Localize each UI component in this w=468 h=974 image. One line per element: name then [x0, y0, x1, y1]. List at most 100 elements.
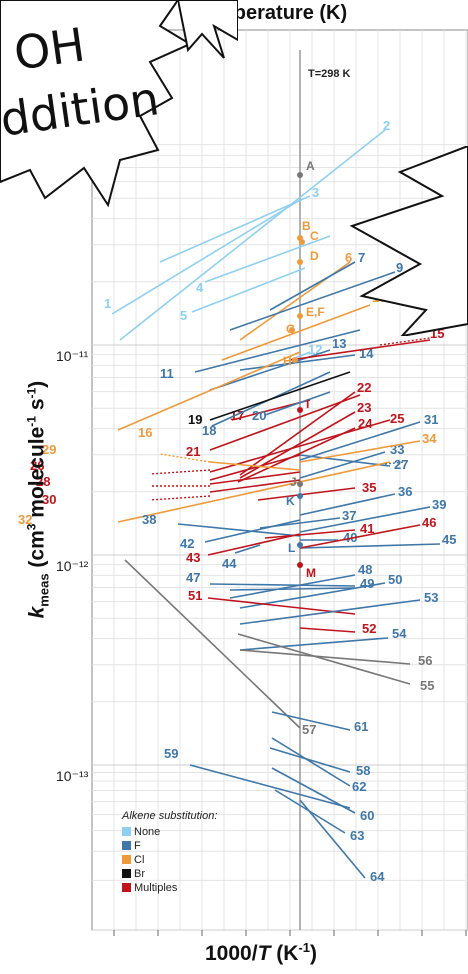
series-line [209, 371, 351, 421]
series-label: 29 [42, 442, 56, 457]
series-label: 21 [186, 444, 200, 459]
series-label: 56 [418, 653, 432, 668]
series-line [299, 440, 421, 463]
series-line [299, 493, 396, 516]
point-label: D [310, 249, 319, 263]
x-axis-title: 1000/T (K-1) [205, 940, 317, 965]
series-line [257, 487, 356, 501]
series-label: 61 [354, 719, 368, 734]
point-label: B [302, 219, 311, 233]
series-line [299, 454, 391, 467]
series-line [204, 235, 331, 283]
series-label: 53 [424, 590, 438, 605]
point-marker [289, 327, 295, 333]
series-line [269, 261, 356, 311]
series-line [209, 479, 301, 493]
series-line [209, 583, 356, 587]
y-tick-label: 10⁻¹¹ [56, 348, 89, 364]
series-label: 43 [186, 550, 200, 565]
legend-swatch [122, 869, 131, 878]
legend-title: Alkene substitution: [122, 810, 218, 822]
legend-swatch [122, 827, 131, 836]
legend-label: Cl [134, 854, 145, 866]
series-line [111, 199, 301, 315]
point-label: A [306, 159, 315, 173]
point-label: I [306, 397, 309, 411]
series-label: 23 [357, 400, 371, 415]
series-label: 36 [398, 484, 412, 499]
series-line [264, 391, 331, 416]
y-axis-title: kmeas (cm3 molecule-1 s-1) [24, 380, 52, 619]
point-label: J [290, 475, 297, 489]
series-label: 22 [357, 380, 371, 395]
series-line [299, 451, 386, 479]
legend-item-multiples: Multiples [122, 882, 177, 894]
point-marker [297, 313, 303, 319]
series-label: 40 [343, 530, 357, 545]
series-label: 26 [30, 458, 44, 473]
series-label: 16 [138, 425, 152, 440]
series-line [191, 267, 306, 313]
series-line [204, 519, 301, 543]
series-line [264, 529, 356, 539]
series-label: 51 [188, 588, 202, 603]
burst-left-text-1: OH [10, 17, 89, 81]
series-label: 39 [432, 497, 446, 512]
point-marker [297, 407, 303, 413]
reference-line-label: T=298 K [308, 68, 351, 80]
series-label: 6 [345, 250, 352, 265]
speech-burst-right [349, 146, 468, 336]
legend-item-br: Br [122, 868, 145, 880]
series-label: 19 [188, 412, 202, 427]
series-line [209, 471, 301, 485]
point-marker [297, 493, 303, 499]
series-label: 27 [394, 457, 408, 472]
series-line [289, 339, 431, 361]
series-label: 59 [164, 746, 178, 761]
series-line [299, 421, 421, 461]
point-label: G [286, 322, 295, 336]
series-label: 38 [142, 512, 156, 527]
series-label: 1 [104, 296, 111, 311]
legend-swatch [122, 855, 131, 864]
series-line [237, 427, 356, 483]
point-label: L [288, 541, 295, 555]
series-label: 18 [202, 423, 216, 438]
legend-label: Multiples [134, 882, 178, 894]
series-line [177, 523, 301, 537]
legend-item-cl: Cl [122, 854, 144, 866]
series-line [229, 587, 356, 591]
series-line [271, 767, 356, 814]
series-label: 34 [422, 431, 437, 446]
series-label: 41 [360, 521, 374, 536]
series-line [239, 391, 356, 476]
point-marker [299, 239, 305, 245]
series-label: 44 [222, 556, 237, 571]
series-line [209, 454, 301, 481]
series-label: 13 [332, 336, 346, 351]
legend-item-f: F [122, 840, 141, 852]
series-line [299, 506, 431, 533]
series-line [117, 351, 301, 431]
legend-swatch [122, 883, 131, 892]
point-marker [297, 259, 303, 265]
extrapolation-line [384, 461, 406, 465]
point-label: K [286, 494, 295, 508]
y-tick-label: 10⁻¹³ [56, 768, 89, 784]
legend-label: F [134, 840, 141, 852]
series-label: 54 [392, 626, 407, 641]
series-line [237, 633, 411, 685]
speech-burst-left [0, 0, 190, 208]
legend-label: None [134, 826, 161, 838]
series-line [209, 394, 361, 451]
series-label: 62 [352, 779, 366, 794]
series-label: 49 [360, 576, 374, 591]
series-label: 52 [362, 621, 376, 636]
series-label: 48 [358, 562, 372, 577]
series-line [234, 544, 261, 554]
series-label: 55 [420, 678, 434, 693]
series-line [189, 764, 351, 809]
series-label: 9 [396, 260, 403, 275]
legend-item-none: None [122, 826, 160, 838]
